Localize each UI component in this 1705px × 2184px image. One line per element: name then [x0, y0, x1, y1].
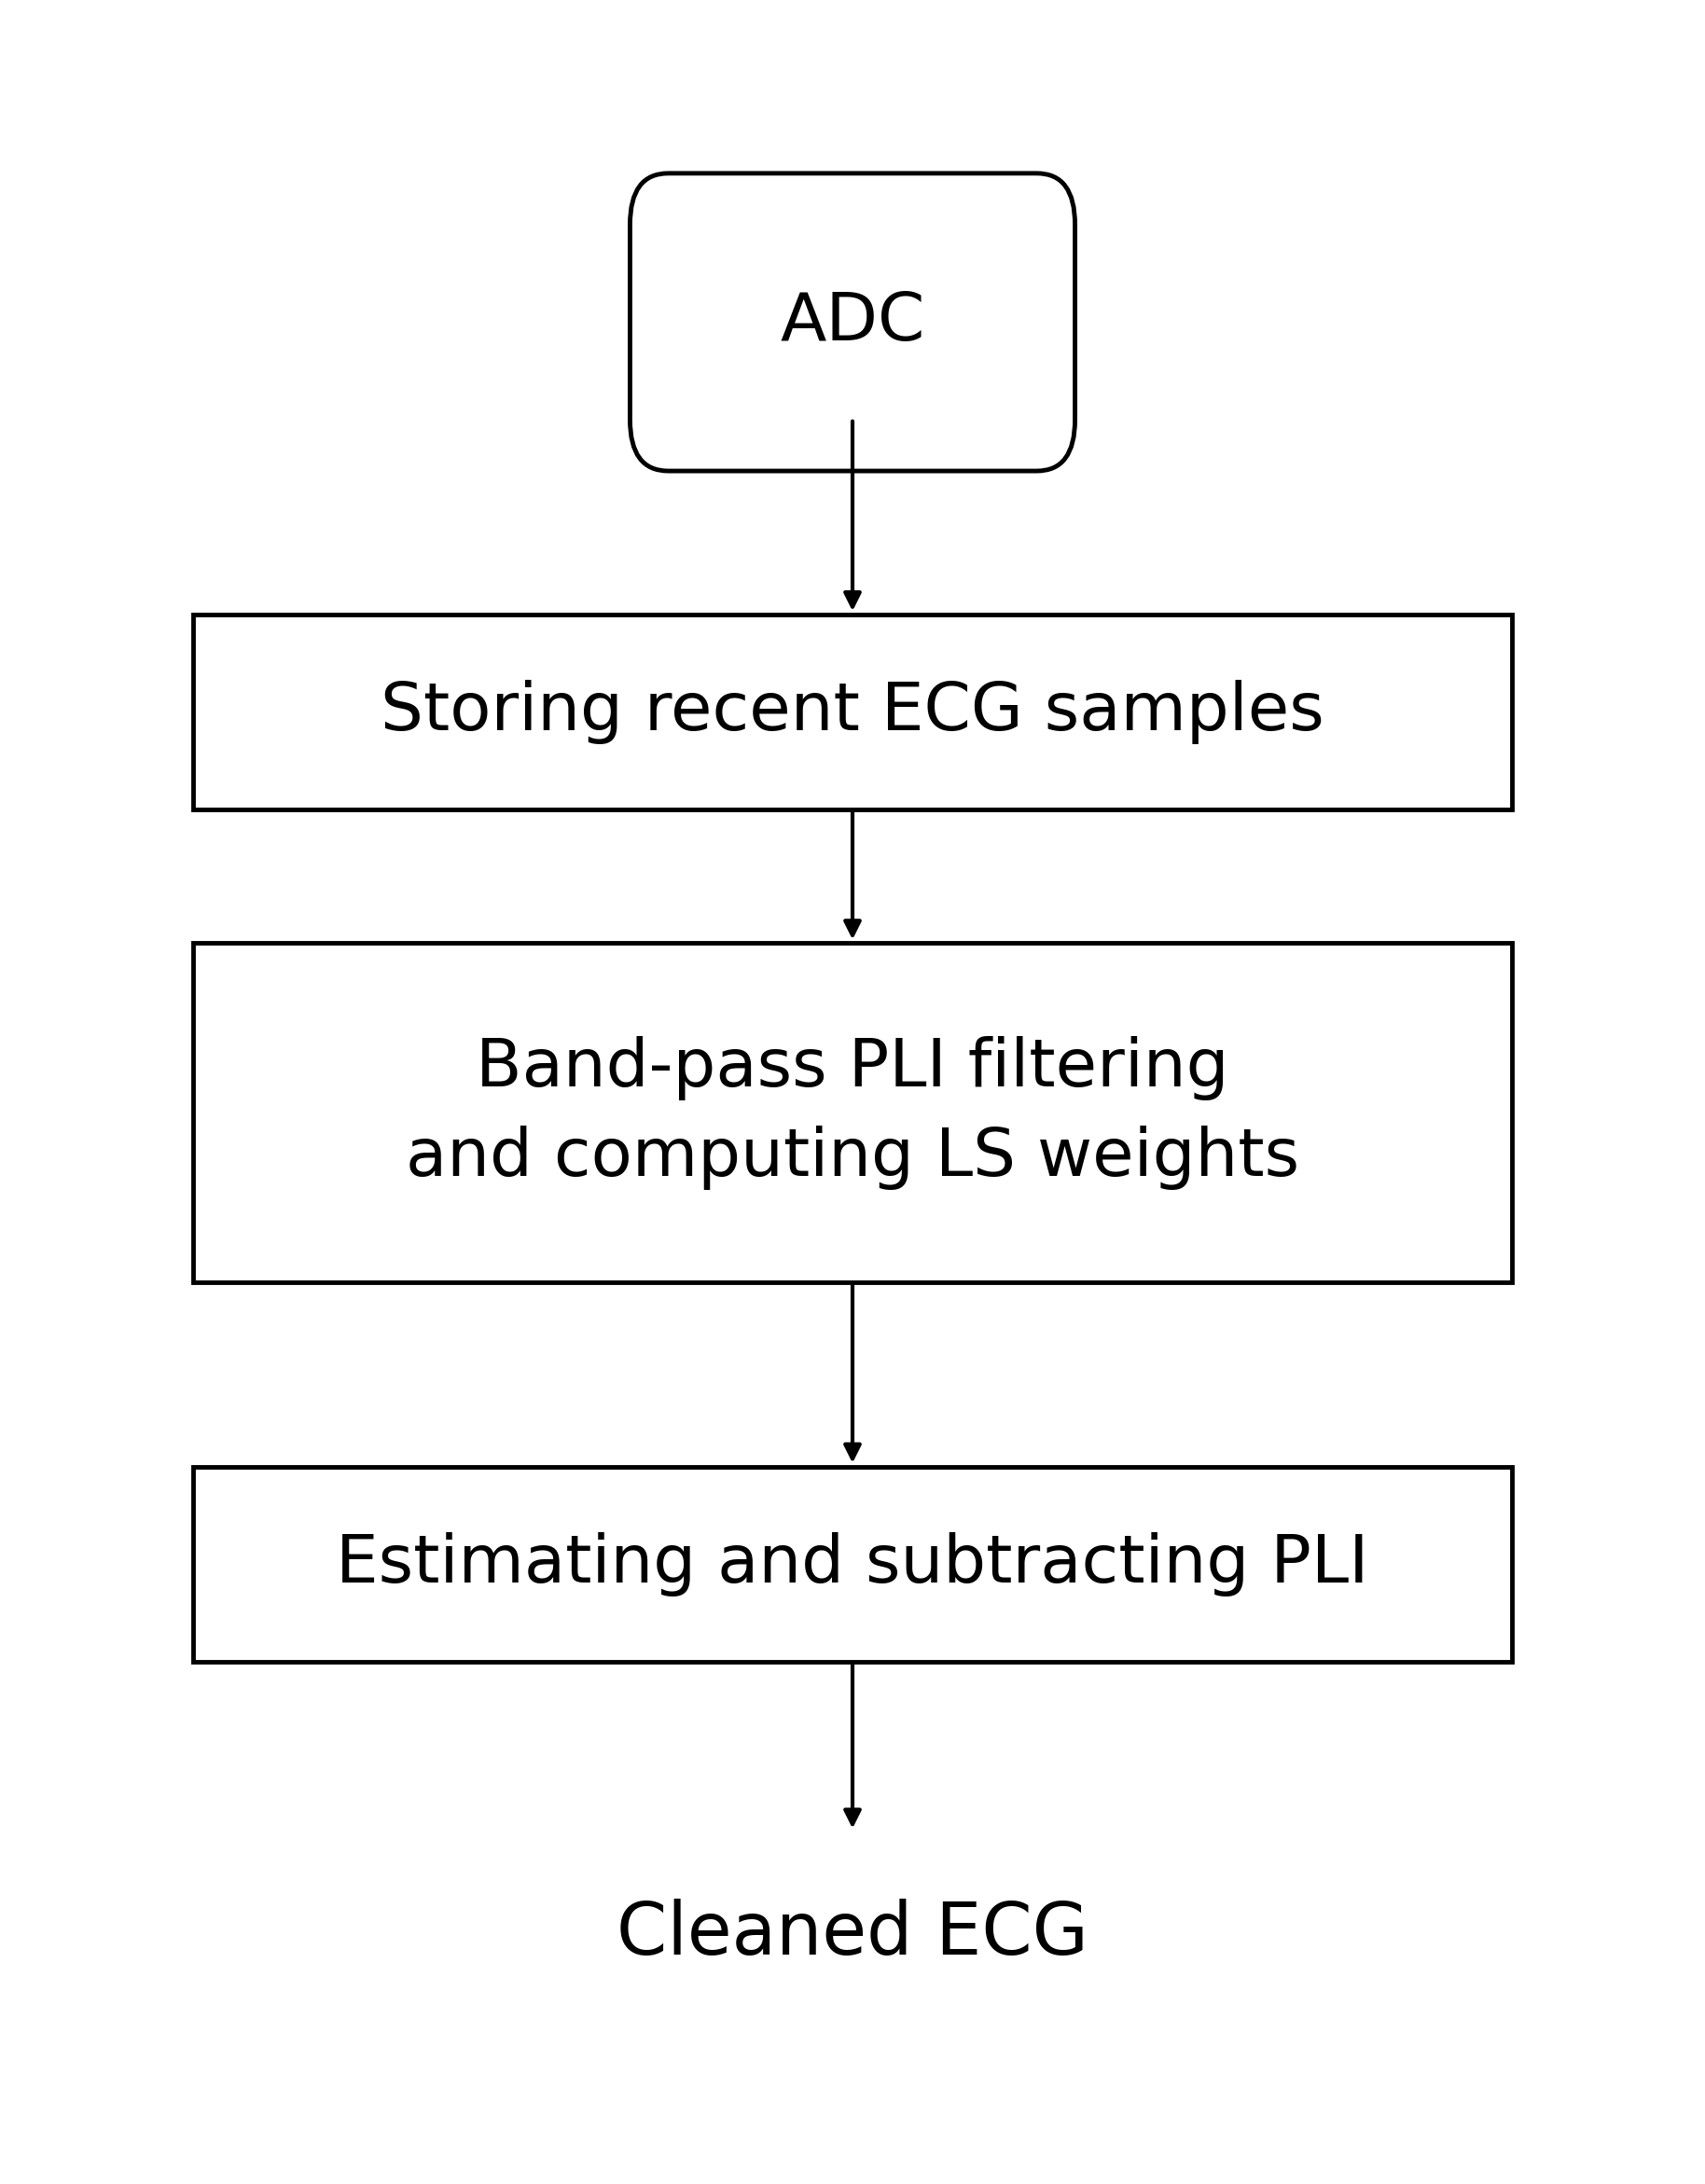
Text: Cleaned ECG: Cleaned ECG — [617, 1898, 1088, 1970]
Text: ADC: ADC — [781, 290, 924, 354]
FancyBboxPatch shape — [193, 1468, 1512, 1662]
Text: Storing recent ECG samples: Storing recent ECG samples — [380, 679, 1325, 745]
Text: Band-pass PLI filtering
and computing LS weights: Band-pass PLI filtering and computing LS… — [406, 1035, 1299, 1190]
FancyBboxPatch shape — [193, 943, 1512, 1282]
FancyBboxPatch shape — [629, 173, 1076, 472]
FancyBboxPatch shape — [193, 614, 1512, 810]
Text: Estimating and subtracting PLI: Estimating and subtracting PLI — [336, 1531, 1369, 1597]
